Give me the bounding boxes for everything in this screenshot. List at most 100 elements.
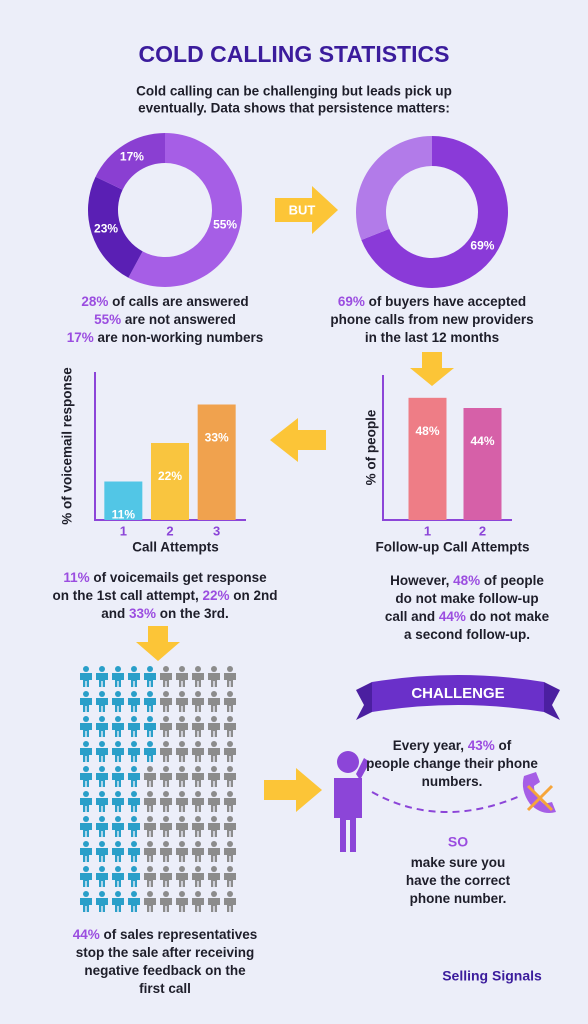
ribbon-end [544,682,560,720]
person-head [83,741,89,747]
caption-line: 11% of voicemails get response [63,570,267,585]
donut-slice [361,136,508,288]
person-head [195,716,201,722]
caption-line: make sure you [411,855,506,870]
person [80,891,92,912]
caption-line: However, 48% of people [390,573,544,588]
person [80,741,92,762]
person [112,741,124,762]
person-head [83,816,89,822]
person [192,891,204,912]
person-head [147,666,153,672]
person [144,791,156,812]
person-head [99,891,105,897]
person [144,691,156,712]
person-head [211,816,217,822]
ribbon-end [356,682,372,720]
caption-line: on the 1st call attempt, 22% on 2nd [52,588,277,603]
person-body [144,748,156,762]
person [224,816,236,837]
person-head [227,741,233,747]
person-body [112,898,124,912]
bar [463,408,502,520]
person-body [160,773,172,787]
caption-line: in the last 12 months [365,330,499,345]
caption-line: people change their phone [366,756,538,771]
person-body [112,848,124,862]
person [224,891,236,912]
person [112,866,124,887]
person-body [160,798,172,812]
slice-label: 55% [213,217,237,231]
person-body [160,698,172,712]
person-head [115,866,121,872]
person-head [83,841,89,847]
person-head [131,741,137,747]
person [128,741,140,762]
person-head [211,791,217,797]
caption-text: on 2nd [230,588,278,603]
person-head [195,766,201,772]
person-body [144,773,156,787]
person-head [131,716,137,722]
person [208,741,220,762]
person-body [160,748,172,762]
person-body [208,748,220,762]
person [144,741,156,762]
person [224,866,236,887]
person [128,891,140,912]
arrow-right [275,186,338,234]
person-body [208,673,220,687]
person [128,816,140,837]
person-body [96,748,108,762]
caption-text: are not answered [121,312,236,327]
person-body [96,673,108,687]
person-head [115,666,121,672]
person [176,691,188,712]
person [192,866,204,887]
caption-text: a second follow-up. [404,627,530,642]
caption-highlight: 44% [439,609,466,624]
person-body [224,898,236,912]
person [112,666,124,687]
person [224,841,236,862]
person-body [128,823,140,837]
banner-text: CHALLENGE [411,685,504,702]
person-body [160,673,172,687]
person-body [80,748,92,762]
caption-line: 28% of calls are answered [81,294,248,309]
person-body [192,748,204,762]
person-head [99,766,105,772]
person [208,691,220,712]
person-body [112,698,124,712]
person-head [147,891,153,897]
person-head [211,891,217,897]
person [144,716,156,737]
person-head [179,791,185,797]
person [192,791,204,812]
caption-text: phone calls from new providers [330,312,533,327]
person [96,841,108,862]
person-head [147,741,153,747]
person-body [80,723,92,737]
person-body [144,823,156,837]
person-head [163,866,169,872]
caption-highlight: 11% [63,570,89,585]
person [112,691,124,712]
person-body [176,873,188,887]
person-body [192,698,204,712]
person-body [192,898,204,912]
person-body [80,848,92,862]
person-body [176,723,188,737]
person-body [96,823,108,837]
person-body [80,798,92,812]
caption-line: first call [139,981,191,996]
person [80,666,92,687]
person [192,691,204,712]
person [176,741,188,762]
caption-line: 44% of sales representatives [73,927,258,942]
person-body [128,898,140,912]
ribbon [372,675,544,712]
person [192,716,204,737]
arrow-down [136,626,180,661]
